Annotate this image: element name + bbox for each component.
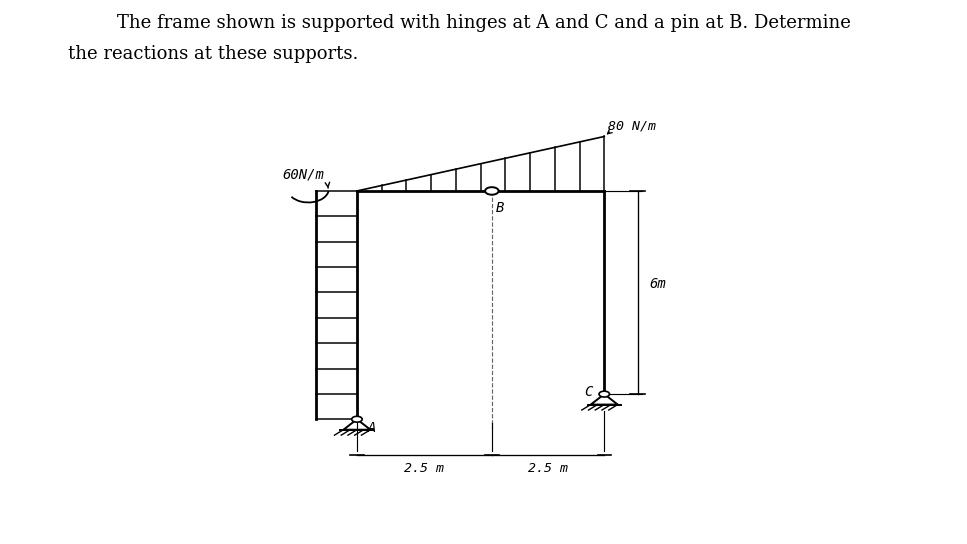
- Text: 80 N/m: 80 N/m: [608, 120, 656, 133]
- Text: C: C: [585, 385, 593, 399]
- Text: 6m: 6m: [649, 277, 666, 291]
- Text: 60N/m: 60N/m: [282, 167, 324, 181]
- Text: 2.5 m: 2.5 m: [528, 462, 568, 475]
- Text: B: B: [496, 201, 504, 215]
- Circle shape: [485, 187, 499, 195]
- Text: the reactions at these supports.: the reactions at these supports.: [68, 45, 358, 63]
- Circle shape: [599, 391, 609, 397]
- Text: 2.5 m: 2.5 m: [404, 462, 445, 475]
- Text: The frame shown is supported with hinges at A and C and a pin at B. Determine: The frame shown is supported with hinges…: [117, 14, 850, 32]
- Circle shape: [352, 416, 363, 422]
- Text: A: A: [368, 421, 376, 435]
